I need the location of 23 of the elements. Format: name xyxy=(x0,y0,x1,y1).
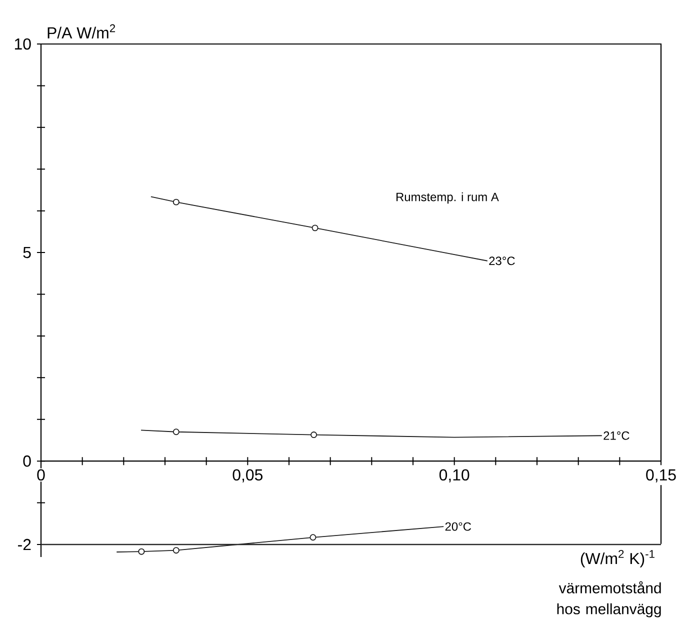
point xyxy=(138,548,145,555)
y-tick-label: 0 xyxy=(23,455,31,467)
y-axis-title: P/A W/m$^{2}$ xyxy=(48,24,116,38)
x-tick-label: 0 xyxy=(37,469,45,481)
x-tick-label: 0,05 xyxy=(232,469,262,482)
annotation: Rumstemp. i rum A xyxy=(396,192,499,204)
point xyxy=(312,224,318,232)
series-label: 20°C xyxy=(445,522,472,531)
y-tick-label: 5 xyxy=(23,246,31,258)
x-tick-label: 0,10 xyxy=(439,469,470,482)
point xyxy=(172,547,180,554)
point xyxy=(310,534,316,541)
series-label: 23°C xyxy=(489,256,515,266)
y-tick-label: -2 xyxy=(18,538,31,550)
x-axis-title: (W/m$^{2}$ K)$^{-1}$ xyxy=(580,550,654,568)
y-tick-label: 10 xyxy=(14,38,31,50)
x-tick-label: 0,15 xyxy=(646,469,676,482)
point xyxy=(310,432,318,438)
line-series xyxy=(140,430,602,438)
text: värmemotstånd hos mellanvägg xyxy=(557,581,661,618)
point xyxy=(172,428,180,436)
series-label: 21°C xyxy=(604,431,630,440)
point xyxy=(172,198,180,206)
